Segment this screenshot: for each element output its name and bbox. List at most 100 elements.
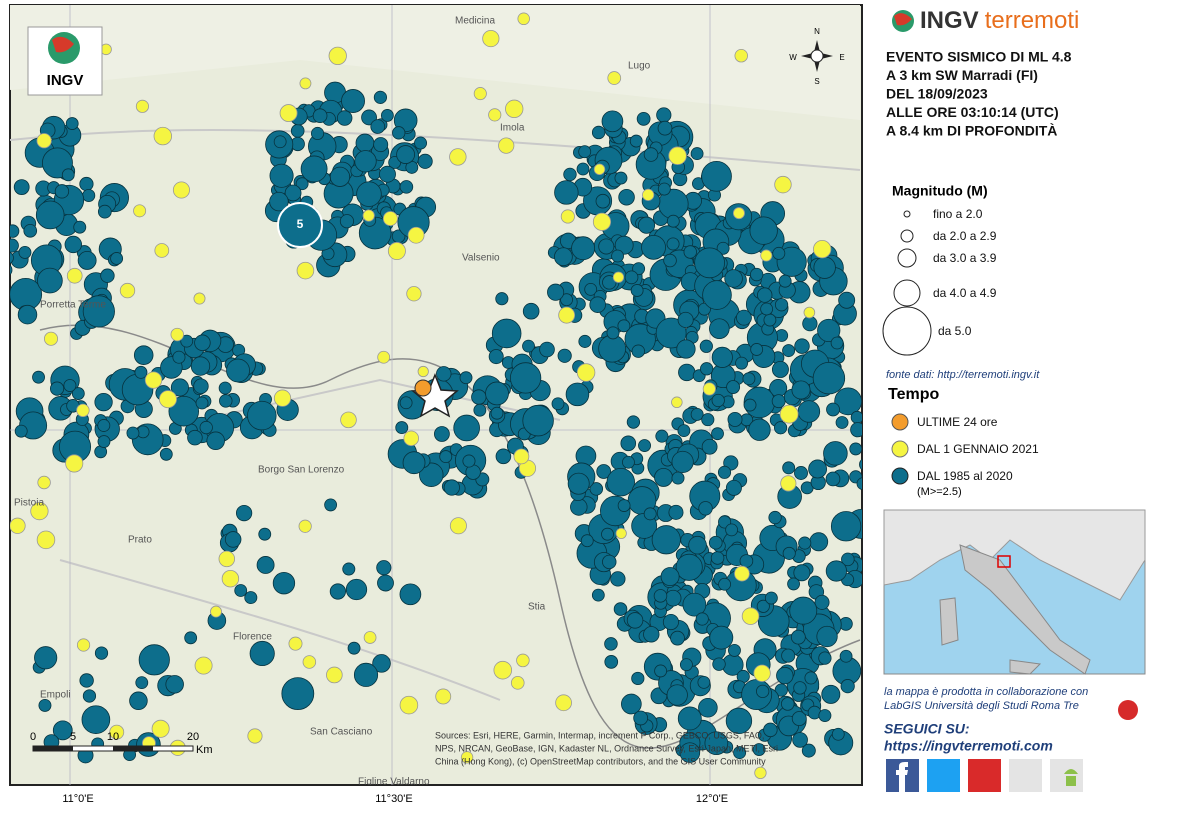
recent-dot [407, 226, 425, 244]
legend-label: DAL 1985 al 2020 [917, 469, 1013, 483]
recent-dot [488, 108, 502, 122]
quake-dot [273, 135, 287, 149]
legend-swatch [891, 467, 909, 485]
quake-dot [850, 410, 862, 424]
quake-dot [355, 133, 375, 153]
recent-dot [328, 46, 347, 65]
recent-dot [151, 719, 170, 738]
twitter-icon[interactable] [927, 759, 960, 792]
quake-dot [14, 424, 28, 438]
quake-dot [135, 676, 149, 690]
youtube-icon[interactable] [968, 759, 1001, 792]
quake-dot [554, 180, 579, 205]
recent-dot [780, 475, 797, 492]
quake-dot [801, 743, 816, 758]
quake-dot [654, 467, 673, 487]
quake-dot [637, 216, 656, 234]
quake-dot [620, 435, 637, 452]
quake-dot [576, 162, 590, 176]
quake-dot [172, 350, 186, 364]
quake-dot [771, 394, 786, 409]
quake-dot [728, 643, 741, 657]
quake-dot [439, 450, 453, 464]
quake-dot [781, 648, 796, 663]
quake-dot [193, 378, 209, 394]
quake-dot [37, 267, 63, 294]
quake-dot [295, 177, 309, 191]
quake-dot [82, 188, 96, 202]
plain [10, 5, 860, 120]
quake-dot [712, 657, 726, 671]
quake-dot [792, 732, 808, 748]
quake-dot [789, 596, 818, 625]
quake-dot [602, 275, 617, 290]
place-label: Medicina [455, 16, 495, 27]
quake-dot [748, 418, 771, 441]
legend-label: ULTIME 24 ore [917, 415, 998, 429]
quake-dot [772, 246, 786, 260]
recent-dot [30, 501, 49, 521]
quake-dot [79, 673, 94, 688]
quake-dot [419, 462, 444, 487]
quake-dot [184, 631, 198, 645]
recent-dot [144, 371, 163, 389]
ios-icon[interactable] [1009, 759, 1042, 792]
recent-dot [135, 99, 149, 113]
quake-dot [495, 448, 512, 465]
quake-dot [436, 366, 452, 382]
event-line: A 3 km SW Marradi (FI) [886, 67, 1038, 83]
android-icon[interactable] [1050, 759, 1083, 792]
recent-dot [221, 570, 240, 588]
quake-dot [345, 578, 368, 601]
recent-dot [298, 519, 312, 533]
recent-dot [399, 695, 419, 715]
recent-dot [760, 249, 773, 262]
recent-dot [449, 517, 467, 535]
quake-dot [818, 651, 832, 665]
quake-dot [491, 318, 522, 349]
inset-map [883, 509, 1146, 675]
quake-dot [134, 365, 148, 379]
quake-dot [613, 602, 628, 616]
quake-dot [206, 431, 225, 451]
quake-dot [700, 362, 714, 376]
quake-dot [831, 727, 845, 741]
compass-e: E [839, 53, 844, 62]
quake-dot [10, 251, 14, 264]
quake-dot [453, 414, 480, 442]
quake-dot [539, 341, 555, 358]
quake-dot [589, 482, 604, 496]
quake-dot [377, 574, 394, 592]
lon-label: 12°0'E [696, 793, 728, 805]
quake-dot [817, 318, 841, 343]
quake-dot [129, 691, 148, 711]
quake-dot [793, 681, 807, 695]
legend-label: (M>=2.5) [917, 486, 962, 498]
follow-url[interactable]: https://ingvterremoti.com [884, 738, 1053, 754]
recent-dot [159, 390, 177, 409]
quake-dot [676, 339, 696, 359]
quake-dot [750, 343, 764, 356]
quake-dot [671, 471, 685, 485]
quake-dot [565, 382, 590, 407]
quake-dot [704, 731, 729, 756]
quake-dot [311, 126, 325, 141]
quake-dot [631, 671, 645, 686]
quake-dot [690, 147, 704, 161]
quake-dot [596, 464, 612, 479]
quake-dot [690, 407, 704, 421]
quake-dot [61, 168, 75, 182]
quake-dot [94, 646, 109, 660]
quake-dot [485, 381, 509, 406]
quake-dot [760, 302, 774, 316]
quake-dot [711, 393, 725, 408]
quake-dot [675, 553, 703, 581]
quake-dot [656, 107, 672, 123]
quake-dot [342, 562, 356, 576]
recent-dot [273, 389, 292, 407]
quake-dot [774, 683, 788, 697]
recent-dot [340, 411, 357, 429]
quake-dot [473, 403, 487, 417]
quake-dot [604, 637, 618, 651]
